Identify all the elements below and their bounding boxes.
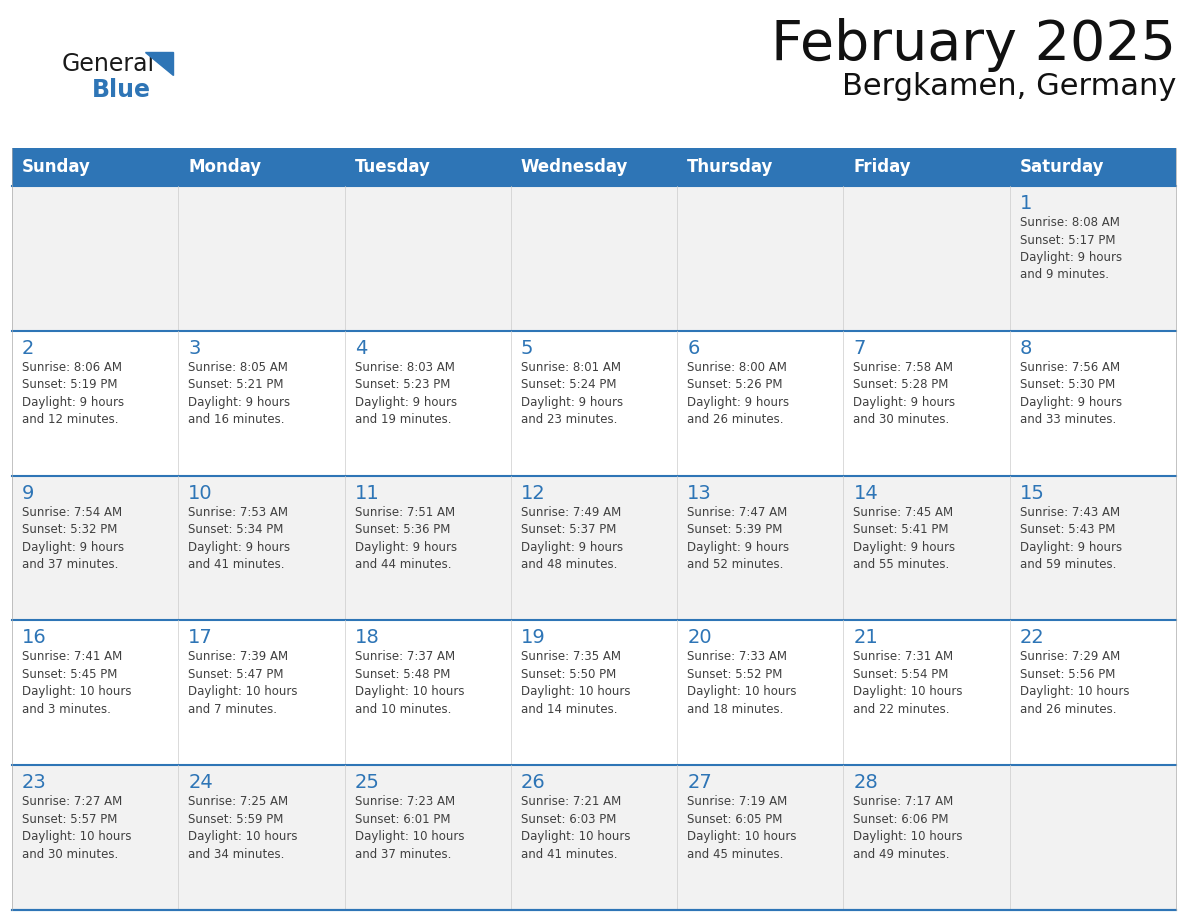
Text: Sunrise: 8:00 AM
Sunset: 5:26 PM
Daylight: 9 hours
and 26 minutes.: Sunrise: 8:00 AM Sunset: 5:26 PM Dayligh… [687, 361, 789, 426]
Text: Monday: Monday [188, 158, 261, 176]
Text: Sunrise: 7:39 AM
Sunset: 5:47 PM
Daylight: 10 hours
and 7 minutes.: Sunrise: 7:39 AM Sunset: 5:47 PM Dayligh… [188, 650, 298, 716]
Text: 26: 26 [520, 773, 545, 792]
Text: Sunrise: 8:05 AM
Sunset: 5:21 PM
Daylight: 9 hours
and 16 minutes.: Sunrise: 8:05 AM Sunset: 5:21 PM Dayligh… [188, 361, 290, 426]
Text: 10: 10 [188, 484, 213, 502]
Text: Sunrise: 7:35 AM
Sunset: 5:50 PM
Daylight: 10 hours
and 14 minutes.: Sunrise: 7:35 AM Sunset: 5:50 PM Dayligh… [520, 650, 631, 716]
Text: Sunrise: 8:03 AM
Sunset: 5:23 PM
Daylight: 9 hours
and 19 minutes.: Sunrise: 8:03 AM Sunset: 5:23 PM Dayligh… [354, 361, 456, 426]
Text: Sunrise: 7:25 AM
Sunset: 5:59 PM
Daylight: 10 hours
and 34 minutes.: Sunrise: 7:25 AM Sunset: 5:59 PM Dayligh… [188, 795, 298, 861]
Text: 25: 25 [354, 773, 379, 792]
Text: February 2025: February 2025 [771, 18, 1176, 72]
Text: 6: 6 [687, 339, 700, 358]
Text: 28: 28 [853, 773, 878, 792]
Text: 5: 5 [520, 339, 533, 358]
Text: 15: 15 [1019, 484, 1044, 502]
Text: Sunrise: 7:47 AM
Sunset: 5:39 PM
Daylight: 9 hours
and 52 minutes.: Sunrise: 7:47 AM Sunset: 5:39 PM Dayligh… [687, 506, 789, 571]
Bar [12, 766, 1176, 910]
Text: Sunrise: 7:27 AM
Sunset: 5:57 PM
Daylight: 10 hours
and 30 minutes.: Sunrise: 7:27 AM Sunset: 5:57 PM Dayligh… [23, 795, 132, 861]
Text: Sunrise: 7:17 AM
Sunset: 6:06 PM
Daylight: 10 hours
and 49 minutes.: Sunrise: 7:17 AM Sunset: 6:06 PM Dayligh… [853, 795, 963, 861]
Text: 12: 12 [520, 484, 545, 502]
Text: 20: 20 [687, 629, 712, 647]
Text: 22: 22 [1019, 629, 1044, 647]
Text: Sunrise: 7:43 AM
Sunset: 5:43 PM
Daylight: 9 hours
and 59 minutes.: Sunrise: 7:43 AM Sunset: 5:43 PM Dayligh… [1019, 506, 1121, 571]
Text: Sunrise: 7:31 AM
Sunset: 5:54 PM
Daylight: 10 hours
and 22 minutes.: Sunrise: 7:31 AM Sunset: 5:54 PM Dayligh… [853, 650, 963, 716]
Text: 16: 16 [23, 629, 46, 647]
Text: 21: 21 [853, 629, 878, 647]
Text: 2: 2 [23, 339, 34, 358]
Text: 17: 17 [188, 629, 213, 647]
Text: Blue: Blue [91, 78, 151, 102]
Text: Thursday: Thursday [687, 158, 773, 176]
Text: Sunrise: 7:53 AM
Sunset: 5:34 PM
Daylight: 9 hours
and 41 minutes.: Sunrise: 7:53 AM Sunset: 5:34 PM Dayligh… [188, 506, 290, 571]
Text: Sunrise: 7:45 AM
Sunset: 5:41 PM
Daylight: 9 hours
and 55 minutes.: Sunrise: 7:45 AM Sunset: 5:41 PM Dayligh… [853, 506, 955, 571]
Bar [12, 330, 1176, 476]
Text: Bergkamen, Germany: Bergkamen, Germany [841, 72, 1176, 101]
Text: Sunrise: 7:23 AM
Sunset: 6:01 PM
Daylight: 10 hours
and 37 minutes.: Sunrise: 7:23 AM Sunset: 6:01 PM Dayligh… [354, 795, 465, 861]
Text: Sunrise: 8:08 AM
Sunset: 5:17 PM
Daylight: 9 hours
and 9 minutes.: Sunrise: 8:08 AM Sunset: 5:17 PM Dayligh… [1019, 216, 1121, 282]
Text: 1: 1 [1019, 194, 1032, 213]
Text: Sunrise: 7:41 AM
Sunset: 5:45 PM
Daylight: 10 hours
and 3 minutes.: Sunrise: 7:41 AM Sunset: 5:45 PM Dayligh… [23, 650, 132, 716]
Text: 8: 8 [1019, 339, 1032, 358]
Text: 13: 13 [687, 484, 712, 502]
Text: 19: 19 [520, 629, 545, 647]
Text: Tuesday: Tuesday [354, 158, 430, 176]
Text: Friday: Friday [853, 158, 911, 176]
Text: Wednesday: Wednesday [520, 158, 628, 176]
Text: 14: 14 [853, 484, 878, 502]
Bar [12, 476, 1176, 621]
Text: Sunrise: 8:06 AM
Sunset: 5:19 PM
Daylight: 9 hours
and 12 minutes.: Sunrise: 8:06 AM Sunset: 5:19 PM Dayligh… [23, 361, 124, 426]
Text: Sunrise: 7:29 AM
Sunset: 5:56 PM
Daylight: 10 hours
and 26 minutes.: Sunrise: 7:29 AM Sunset: 5:56 PM Dayligh… [1019, 650, 1130, 716]
Bar [12, 186, 1176, 330]
Text: 4: 4 [354, 339, 367, 358]
Text: General: General [62, 52, 156, 76]
Text: Sunrise: 8:01 AM
Sunset: 5:24 PM
Daylight: 9 hours
and 23 minutes.: Sunrise: 8:01 AM Sunset: 5:24 PM Dayligh… [520, 361, 623, 426]
Text: Sunrise: 7:33 AM
Sunset: 5:52 PM
Daylight: 10 hours
and 18 minutes.: Sunrise: 7:33 AM Sunset: 5:52 PM Dayligh… [687, 650, 797, 716]
Polygon shape [145, 52, 173, 75]
Text: 23: 23 [23, 773, 46, 792]
Bar [12, 621, 1176, 766]
Text: Saturday: Saturday [1019, 158, 1104, 176]
Text: 18: 18 [354, 629, 379, 647]
Text: Sunrise: 7:54 AM
Sunset: 5:32 PM
Daylight: 9 hours
and 37 minutes.: Sunrise: 7:54 AM Sunset: 5:32 PM Dayligh… [23, 506, 124, 571]
Text: Sunday: Sunday [23, 158, 90, 176]
Text: 3: 3 [188, 339, 201, 358]
Text: 11: 11 [354, 484, 379, 502]
Text: Sunrise: 7:51 AM
Sunset: 5:36 PM
Daylight: 9 hours
and 44 minutes.: Sunrise: 7:51 AM Sunset: 5:36 PM Dayligh… [354, 506, 456, 571]
Text: Sunrise: 7:21 AM
Sunset: 6:03 PM
Daylight: 10 hours
and 41 minutes.: Sunrise: 7:21 AM Sunset: 6:03 PM Dayligh… [520, 795, 631, 861]
Text: 7: 7 [853, 339, 866, 358]
Text: 27: 27 [687, 773, 712, 792]
Text: Sunrise: 7:49 AM
Sunset: 5:37 PM
Daylight: 9 hours
and 48 minutes.: Sunrise: 7:49 AM Sunset: 5:37 PM Dayligh… [520, 506, 623, 571]
Text: Sunrise: 7:56 AM
Sunset: 5:30 PM
Daylight: 9 hours
and 33 minutes.: Sunrise: 7:56 AM Sunset: 5:30 PM Dayligh… [1019, 361, 1121, 426]
Text: Sunrise: 7:58 AM
Sunset: 5:28 PM
Daylight: 9 hours
and 30 minutes.: Sunrise: 7:58 AM Sunset: 5:28 PM Dayligh… [853, 361, 955, 426]
Text: 24: 24 [188, 773, 213, 792]
Text: Sunrise: 7:37 AM
Sunset: 5:48 PM
Daylight: 10 hours
and 10 minutes.: Sunrise: 7:37 AM Sunset: 5:48 PM Dayligh… [354, 650, 465, 716]
Text: Sunrise: 7:19 AM
Sunset: 6:05 PM
Daylight: 10 hours
and 45 minutes.: Sunrise: 7:19 AM Sunset: 6:05 PM Dayligh… [687, 795, 797, 861]
Text: 9: 9 [23, 484, 34, 502]
Bar [12, 148, 1176, 186]
